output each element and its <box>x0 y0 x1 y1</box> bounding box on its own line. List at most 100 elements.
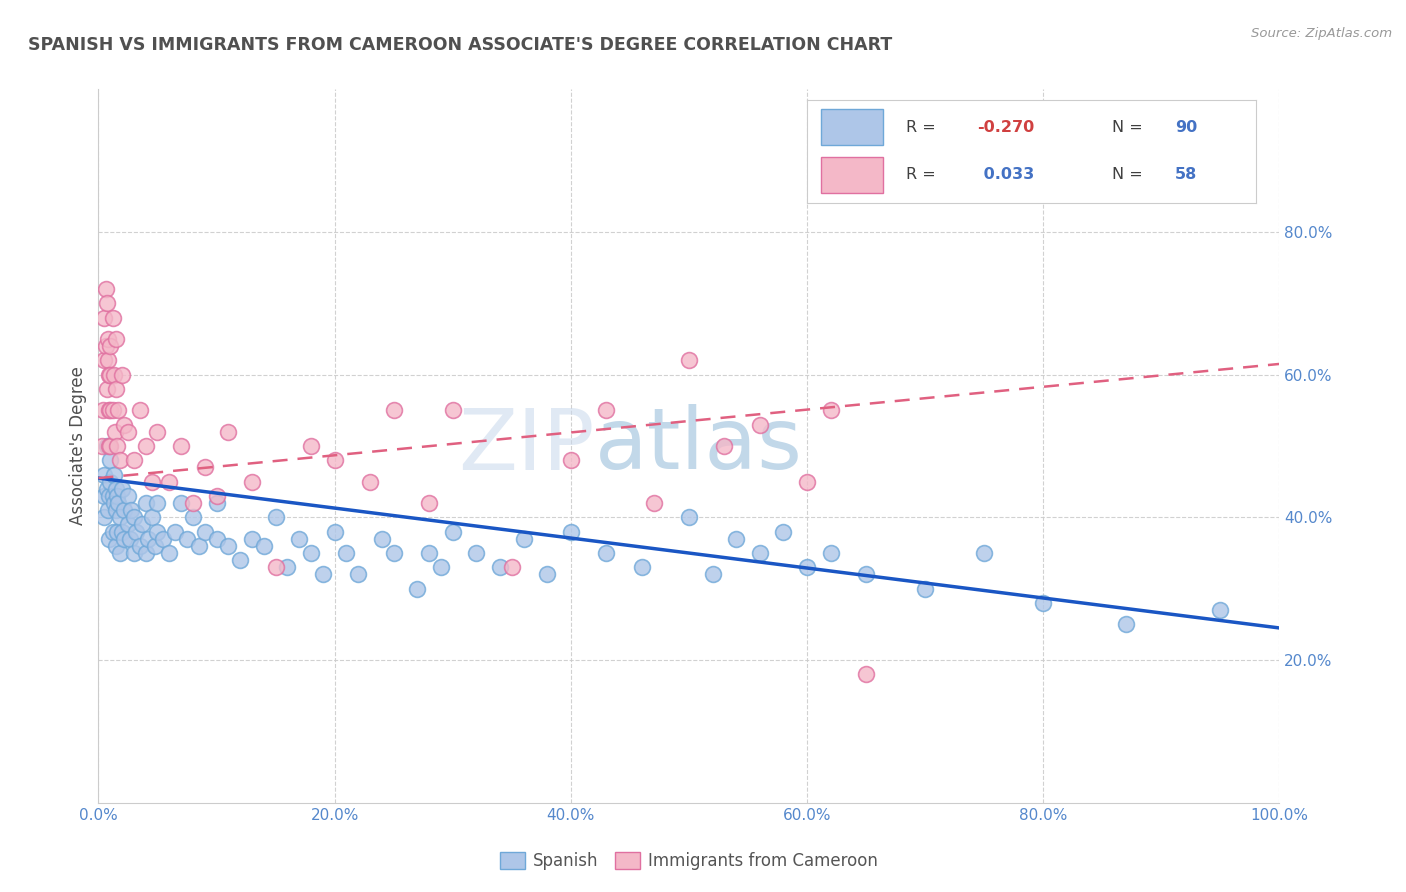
Point <box>105 332 128 346</box>
Point <box>194 524 217 539</box>
Point <box>312 567 335 582</box>
Point <box>264 510 287 524</box>
Point <box>630 560 652 574</box>
Point <box>276 560 298 574</box>
Point <box>98 368 121 382</box>
Point <box>725 532 748 546</box>
Point <box>93 467 115 482</box>
Point <box>181 510 204 524</box>
Point <box>103 467 125 482</box>
Point <box>98 368 121 382</box>
Point <box>101 310 124 325</box>
Point <box>105 524 128 539</box>
Point <box>136 532 159 546</box>
Point <box>112 417 135 432</box>
Point <box>1115 617 1137 632</box>
Point <box>143 539 166 553</box>
Point <box>371 532 394 546</box>
Point <box>98 453 121 467</box>
Point <box>418 496 440 510</box>
Point <box>165 524 187 539</box>
Point <box>205 489 228 503</box>
Point <box>205 532 228 546</box>
Text: atlas: atlas <box>595 404 803 488</box>
Point <box>111 482 134 496</box>
Point <box>105 439 128 453</box>
Point <box>382 546 405 560</box>
Point <box>595 403 617 417</box>
Point <box>299 546 322 560</box>
Point <box>117 425 139 439</box>
Point <box>101 524 124 539</box>
Point <box>796 475 818 489</box>
Point <box>101 403 124 417</box>
Y-axis label: Associate's Degree: Associate's Degree <box>69 367 87 525</box>
Point <box>253 539 276 553</box>
Point <box>217 539 239 553</box>
Point <box>105 482 128 496</box>
Point <box>512 532 534 546</box>
Point <box>748 546 770 560</box>
Point <box>359 475 381 489</box>
Point <box>465 546 488 560</box>
Point <box>97 353 120 368</box>
Point <box>105 539 128 553</box>
Point <box>418 546 440 560</box>
Point <box>96 482 118 496</box>
Point <box>117 489 139 503</box>
Point <box>288 532 311 546</box>
Point <box>135 496 157 510</box>
Point <box>335 546 357 560</box>
Point <box>96 382 118 396</box>
Text: ZIP: ZIP <box>458 404 595 488</box>
Point <box>152 532 174 546</box>
Point <box>855 567 877 582</box>
Point <box>107 403 129 417</box>
Point <box>772 524 794 539</box>
Point <box>98 439 121 453</box>
Point <box>104 425 127 439</box>
Point <box>146 496 169 510</box>
Point <box>98 532 121 546</box>
Point <box>98 403 121 417</box>
Point <box>157 475 180 489</box>
Point <box>382 403 405 417</box>
Point <box>323 453 346 467</box>
Point <box>93 510 115 524</box>
Point <box>141 510 163 524</box>
Point <box>560 524 582 539</box>
Point <box>299 439 322 453</box>
Point <box>713 439 735 453</box>
Point <box>125 524 148 539</box>
Point <box>170 496 193 510</box>
Point <box>135 546 157 560</box>
Point <box>108 453 131 467</box>
Point <box>1032 596 1054 610</box>
Point <box>914 582 936 596</box>
Point <box>103 368 125 382</box>
Point <box>240 475 263 489</box>
Text: Source: ZipAtlas.com: Source: ZipAtlas.com <box>1251 27 1392 40</box>
Point <box>120 532 142 546</box>
Point <box>112 532 135 546</box>
Legend: Spanish, Immigrants from Cameroon: Spanish, Immigrants from Cameroon <box>494 845 884 877</box>
Point <box>112 503 135 517</box>
Point <box>107 496 129 510</box>
Point <box>973 546 995 560</box>
Point <box>820 403 842 417</box>
Point <box>205 496 228 510</box>
Point <box>595 546 617 560</box>
Point <box>264 560 287 574</box>
Point <box>128 539 150 553</box>
Point <box>146 524 169 539</box>
Point <box>643 496 665 510</box>
Point <box>91 439 114 453</box>
Point <box>187 539 209 553</box>
Point <box>406 582 429 596</box>
Point <box>98 439 121 453</box>
Point <box>94 282 117 296</box>
Point <box>678 510 700 524</box>
Point <box>135 439 157 453</box>
Point <box>121 503 143 517</box>
Point <box>91 403 114 417</box>
